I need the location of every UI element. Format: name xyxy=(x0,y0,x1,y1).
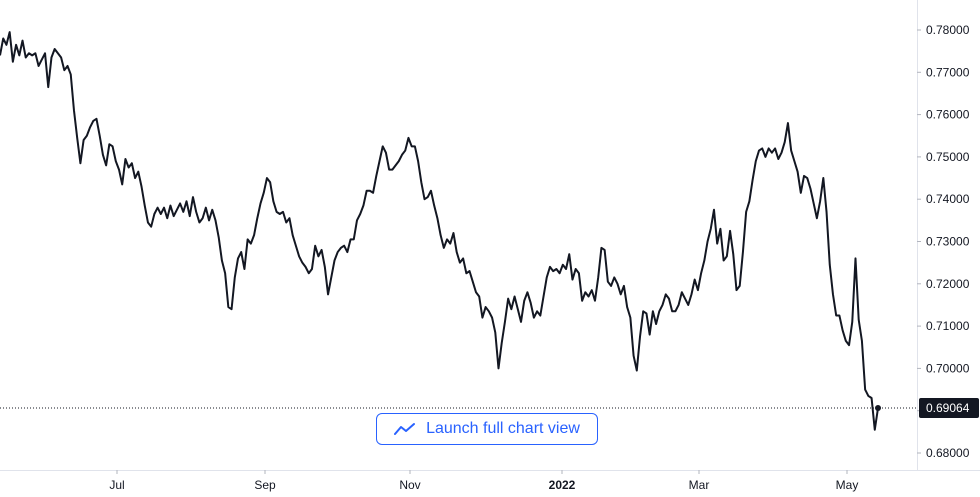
axis-frame xyxy=(0,0,980,471)
last-price-label: 0.69064 xyxy=(926,401,970,415)
y-tick-label: 0.70000 xyxy=(926,361,970,375)
series-group xyxy=(0,31,879,431)
launch-full-chart-button[interactable]: Launch full chart view xyxy=(376,413,598,445)
last-price-group: 0.69064 xyxy=(0,397,979,418)
y-tick-label: 0.76000 xyxy=(926,108,970,122)
x-tick-label: 2022 xyxy=(549,478,576,492)
y-tick-label: 0.72000 xyxy=(926,277,970,291)
x-tick-label: Mar xyxy=(689,478,710,492)
y-tick-label: 0.68000 xyxy=(926,446,970,460)
x-tick-label: Nov xyxy=(399,478,420,492)
y-tick-label: 0.77000 xyxy=(926,65,970,79)
y-tick-label: 0.71000 xyxy=(926,319,970,333)
chart-line-icon xyxy=(394,423,416,435)
last-price-dot xyxy=(875,404,881,411)
y-tick-label: 0.73000 xyxy=(926,235,970,249)
x-axis: Jul Sep Nov 2022 Mar May xyxy=(109,470,858,492)
y-tick-label: 0.78000 xyxy=(926,23,970,37)
y-tick-label: 0.74000 xyxy=(926,192,970,206)
last-price-badge xyxy=(919,397,979,418)
y-axis: 0.78000 0.77000 0.76000 0.75000 0.74000 0.730… xyxy=(917,23,970,460)
x-tick-label: May xyxy=(836,478,859,492)
launch-button-label: Launch full chart view xyxy=(426,420,580,437)
x-tick-label: Jul xyxy=(109,478,124,492)
y-tick-label: 0.75000 xyxy=(926,150,970,164)
price-line xyxy=(0,31,879,431)
x-tick-label: Sep xyxy=(254,478,276,492)
